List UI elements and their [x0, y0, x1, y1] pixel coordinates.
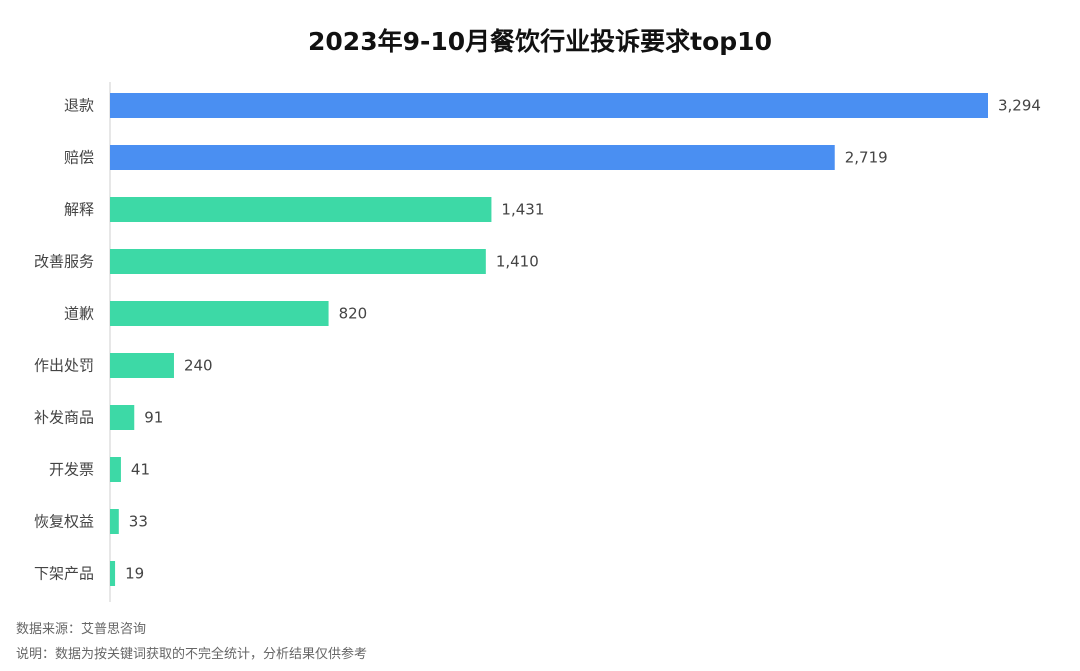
category-label: 作出处罚 [34, 357, 94, 375]
bar-8 [110, 457, 121, 482]
bar-7 [110, 405, 135, 430]
bar-9 [110, 509, 119, 534]
value-label: 1,410 [496, 253, 539, 271]
bar-5 [110, 301, 329, 326]
category-label: 开发票 [49, 461, 94, 479]
value-label: 33 [129, 513, 148, 531]
value-label: 820 [339, 305, 368, 323]
category-label: 退款 [64, 97, 94, 115]
value-label: 3,294 [998, 97, 1041, 115]
bar-2 [110, 145, 835, 170]
source-note: 数据来源：艾普思咨询 [16, 622, 147, 637]
value-label: 19 [125, 565, 144, 583]
description-note: 说明：数据为按关键词获取的不完全统计，分析结果仅供参考 [16, 647, 368, 662]
category-label: 道歉 [64, 305, 94, 323]
category-label: 赔偿 [64, 149, 94, 167]
value-label: 1,431 [501, 201, 544, 219]
value-label: 240 [184, 357, 213, 375]
category-label: 恢复权益 [34, 513, 94, 531]
chart-title: 2023年9-10月餐饮行业投诉要求top10 [308, 27, 772, 56]
category-label: 补发商品 [34, 409, 94, 427]
category-label: 改善服务 [34, 253, 94, 271]
value-label: 41 [131, 461, 150, 479]
bar-1 [110, 93, 988, 118]
bar-4 [110, 249, 486, 274]
bar-6 [110, 353, 174, 378]
value-label: 2,719 [845, 149, 888, 167]
bars-group: 退款 3,294 赔偿 2,719 解释 1,431 改善服务 1,410 道歉 820 作出处罚 2… [34, 93, 1041, 586]
bar-3 [110, 197, 492, 222]
category-label: 下架产品 [34, 565, 94, 583]
bar-10 [110, 561, 116, 586]
value-label: 91 [144, 409, 163, 427]
category-label: 解释 [64, 201, 94, 219]
